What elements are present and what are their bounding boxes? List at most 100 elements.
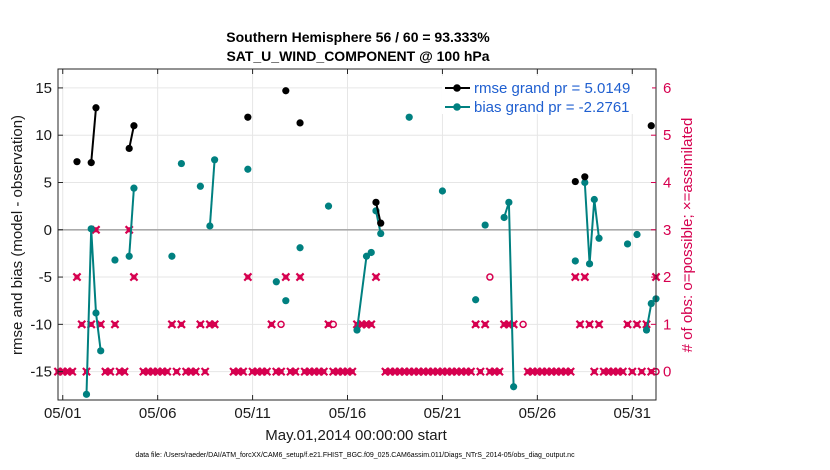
obs-x-center <box>121 369 128 375</box>
bias-point <box>377 229 385 238</box>
x-tick-label: 05/06 <box>139 405 177 422</box>
y-tick-label-right: 5 <box>663 127 671 144</box>
obs-assimilated-marker <box>319 367 329 377</box>
obs-x-center <box>98 321 104 327</box>
obs-x-center <box>411 369 417 375</box>
y-axis-label-left: rmse and bias (model - observation) <box>9 115 26 355</box>
obs-assimilated-marker <box>585 319 594 329</box>
bias-point <box>367 248 375 257</box>
footer-data-file: data file: /Users/raeder/DAI/ATM_forcXX/… <box>135 452 575 459</box>
chart-title-line2: SAT_U_WIND_COMPONENT @ 100 hPa <box>226 48 489 64</box>
obs-x-center <box>197 321 203 327</box>
bias-point <box>130 184 138 192</box>
legend-bias-label: bias grand pr = -2.2761 <box>474 99 630 116</box>
obs-x-center <box>259 369 265 375</box>
bias-point <box>581 178 589 187</box>
obs-x-center <box>591 369 597 375</box>
obs-x-center <box>164 369 170 375</box>
obs-x-center <box>392 369 398 375</box>
y-tick-label-right: 1 <box>663 316 671 333</box>
obs-x-center <box>297 274 303 280</box>
bias-point <box>211 156 219 164</box>
obs-x-center <box>193 369 199 375</box>
obs-x-center <box>629 369 635 375</box>
y-axis-label-right: # of obs: o=possible; ×=assimilated <box>679 118 696 353</box>
obs-x-center <box>69 369 75 375</box>
bias-point <box>590 195 598 204</box>
bias-point <box>324 202 333 210</box>
obs-assimilated-marker <box>172 367 182 377</box>
obs-x-center <box>482 321 488 327</box>
obs-x-center <box>240 369 246 375</box>
obs-x-center <box>212 321 218 327</box>
bias-point <box>168 252 176 260</box>
obs-x-center <box>107 369 113 375</box>
y-tick-label-right: 6 <box>663 80 671 97</box>
rmse-line-segment <box>128 125 135 149</box>
obs-assimilated-marker <box>623 319 632 329</box>
obs-assimilated-marker <box>466 367 476 377</box>
obs-x-center <box>506 321 512 327</box>
obs-assimilated-marker <box>110 319 120 329</box>
obs-x-center <box>321 369 327 375</box>
rmse-point <box>92 104 100 112</box>
obs-assimilated-marker <box>281 272 291 282</box>
bias-point <box>585 260 594 268</box>
obs-x-center <box>302 369 308 375</box>
x-tick-label: 05/31 <box>613 405 651 422</box>
obs-assimilated-marker <box>480 319 490 329</box>
bias-point <box>481 221 489 229</box>
obs-x-center <box>387 369 393 375</box>
legend: rmse grand pr = 5.0149 bias grand pr = -… <box>442 76 652 116</box>
obs-x-center <box>539 369 545 375</box>
x-tick-label: 05/16 <box>329 405 367 422</box>
bias-point <box>82 390 91 398</box>
obs-x-center <box>363 321 370 327</box>
bias-point <box>405 113 413 121</box>
obs-x-center <box>112 321 118 327</box>
obs-x-center <box>102 369 109 375</box>
obs-x-center <box>420 369 427 375</box>
obs-assimilated-marker <box>262 367 272 377</box>
obs-x-center <box>316 369 322 375</box>
obs-x-center <box>605 369 612 375</box>
obs-possible-marker <box>519 320 527 329</box>
obs-assimilated-marker <box>290 367 300 377</box>
y-tick-label-right: 3 <box>663 222 671 239</box>
y-tick-label-left: -10 <box>30 316 52 333</box>
obs-x-center <box>169 321 175 327</box>
obs-assimilated-marker <box>371 272 381 282</box>
bias-point <box>97 347 105 355</box>
obs-x-center <box>610 369 616 375</box>
y-tick-label-right: 0 <box>663 364 671 381</box>
rmse-point <box>581 173 589 181</box>
obs-x-center <box>254 369 260 375</box>
obs-assimilated-marker <box>566 367 575 377</box>
rmse-line-segment <box>90 107 97 163</box>
obs-assimilated-marker <box>267 319 276 329</box>
rmse-point <box>73 158 81 166</box>
obs-assimilated-marker <box>162 367 172 377</box>
obs-x-center <box>311 369 317 375</box>
obs-x-center <box>563 369 569 375</box>
obs-x-center <box>454 369 460 375</box>
obs-possible-marker <box>277 320 285 329</box>
obs-x-center <box>131 274 137 280</box>
obs-x-center <box>473 321 479 327</box>
obs-assimilated-marker <box>67 367 77 377</box>
obs-x-center <box>207 321 213 327</box>
obs-assimilated-marker <box>476 367 485 377</box>
obs-x-center <box>477 369 483 375</box>
obs-x-center <box>178 321 184 327</box>
obs-assimilated-marker <box>637 367 647 377</box>
obs-x-center <box>558 369 564 375</box>
obs-x-center <box>268 321 275 327</box>
legend-rmse-marker <box>453 84 461 92</box>
obs-assimilated-marker <box>77 319 87 329</box>
obs-assimilated-marker <box>589 367 599 377</box>
y-tick-label-left: 10 <box>35 127 52 144</box>
obs-assimilated-marker <box>276 367 286 377</box>
bias-point <box>206 222 214 230</box>
bias-point <box>196 182 204 190</box>
obs-x-center <box>202 369 208 375</box>
